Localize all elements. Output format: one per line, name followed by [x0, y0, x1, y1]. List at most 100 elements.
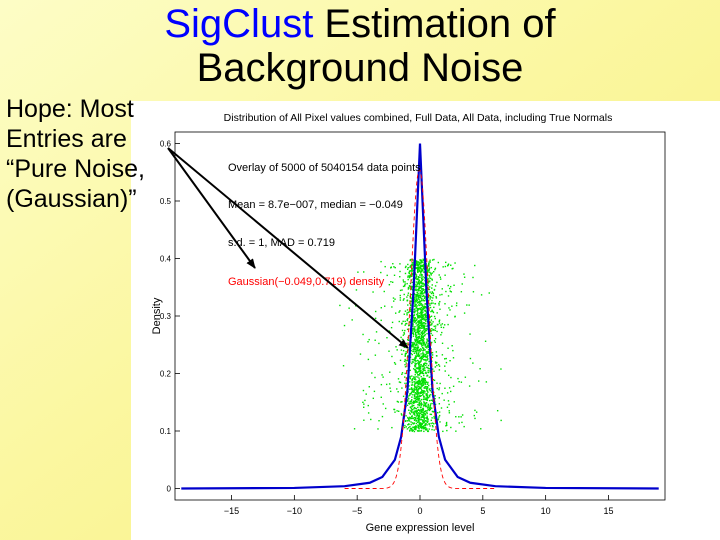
data-point — [383, 290, 385, 293]
data-point — [426, 389, 428, 392]
data-point — [401, 329, 404, 332]
data-point — [417, 312, 419, 314]
data-point — [425, 342, 428, 344]
data-point — [420, 417, 422, 419]
data-point — [420, 418, 423, 421]
data-point — [416, 339, 419, 341]
data-point — [420, 358, 423, 360]
data-point — [418, 333, 420, 335]
data-point — [427, 430, 430, 432]
data-point — [425, 385, 427, 388]
data-point — [422, 368, 424, 370]
data-point — [418, 354, 420, 357]
data-point — [418, 284, 421, 286]
data-point — [469, 357, 472, 360]
data-point — [420, 310, 422, 312]
data-point — [424, 295, 426, 298]
data-point — [399, 270, 401, 273]
data-point — [428, 394, 431, 397]
data-point — [446, 265, 449, 267]
data-point — [416, 390, 418, 392]
data-point — [428, 423, 430, 426]
data-point — [425, 371, 427, 374]
data-point — [438, 302, 440, 305]
data-point — [408, 385, 410, 387]
data-point — [422, 390, 425, 393]
data-point — [423, 401, 425, 403]
data-point — [363, 403, 365, 405]
data-point — [420, 295, 422, 297]
data-point — [420, 275, 423, 277]
data-point — [378, 420, 380, 422]
data-point — [413, 376, 415, 378]
data-point — [415, 296, 418, 298]
data-point — [430, 324, 433, 326]
chart-title: Distribution of All Pixel values combine… — [224, 112, 613, 124]
data-point — [413, 402, 415, 404]
data-point — [411, 362, 413, 365]
data-point — [405, 426, 407, 428]
data-point — [435, 362, 437, 364]
data-point — [423, 334, 426, 337]
data-point — [381, 415, 384, 418]
data-point — [422, 428, 425, 430]
data-point — [426, 271, 429, 273]
x-tick-label: 10 — [541, 506, 551, 516]
data-point — [450, 264, 452, 266]
data-point — [420, 304, 422, 306]
data-point — [417, 307, 419, 310]
data-point — [419, 296, 422, 298]
data-point — [414, 364, 416, 366]
data-point — [451, 268, 453, 270]
data-point — [417, 316, 419, 319]
data-point — [406, 299, 409, 302]
data-point — [413, 406, 416, 409]
data-point — [414, 362, 416, 364]
data-point — [429, 259, 431, 261]
data-point — [417, 320, 419, 323]
data-point — [418, 428, 420, 430]
data-point — [396, 410, 398, 412]
data-point — [415, 389, 418, 391]
data-point — [410, 300, 412, 303]
data-point — [424, 313, 426, 316]
data-point — [415, 398, 418, 401]
data-point — [408, 388, 411, 390]
data-point — [417, 298, 419, 300]
data-point — [422, 379, 424, 381]
data-point — [409, 377, 412, 380]
data-point — [401, 289, 403, 291]
data-point — [425, 351, 427, 353]
data-point — [414, 381, 416, 383]
data-point — [424, 355, 427, 357]
data-point — [417, 374, 419, 376]
data-point — [351, 319, 353, 321]
data-point — [384, 407, 387, 410]
data-point — [419, 302, 421, 304]
data-point — [419, 286, 421, 288]
data-point — [415, 262, 418, 265]
data-point — [421, 318, 424, 321]
data-point — [438, 319, 441, 321]
data-point — [411, 411, 413, 414]
data-point — [414, 321, 416, 323]
data-point — [421, 288, 424, 290]
data-point — [423, 277, 426, 279]
data-point — [417, 293, 419, 295]
data-point — [429, 330, 432, 333]
data-point — [362, 333, 364, 336]
data-point — [393, 266, 395, 268]
data-point — [412, 377, 414, 380]
data-point — [415, 261, 418, 263]
data-point — [429, 306, 432, 309]
data-point — [413, 321, 416, 323]
data-point — [463, 312, 466, 314]
data-point — [374, 310, 377, 313]
data-point — [405, 360, 407, 362]
data-point — [438, 365, 441, 367]
data-point — [415, 344, 417, 347]
data-point — [419, 422, 422, 424]
data-point — [437, 418, 440, 420]
data-point — [413, 408, 415, 410]
data-point — [418, 304, 420, 307]
